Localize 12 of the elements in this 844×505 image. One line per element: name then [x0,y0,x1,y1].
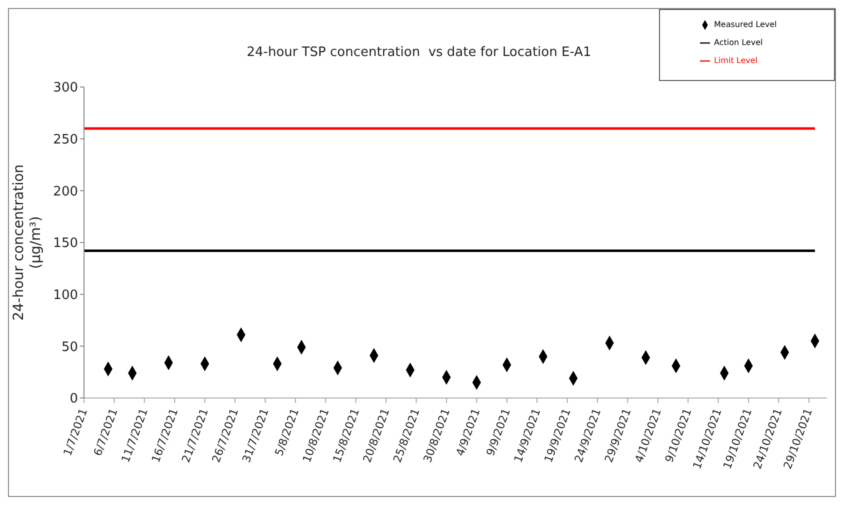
y-tick-label: 50 [61,340,78,355]
y-tick-label: 300 [53,80,78,96]
legend-label: Limit Level [714,56,758,65]
legend-label: Action Level [714,38,763,47]
y-axis-title: 24-hour concentration (µg/m³) [11,164,44,321]
y-tick-label: 150 [53,236,78,252]
legend-label: Measured Level [714,20,777,29]
chart-title: 24-hour TSP concentration vs date for Location E-A1 [246,45,592,60]
y-tick-label: 100 [53,288,78,303]
y-tick-label: 250 [53,132,78,148]
y-tick-label: 200 [53,184,78,200]
y-tick-label: 0 [70,392,78,407]
